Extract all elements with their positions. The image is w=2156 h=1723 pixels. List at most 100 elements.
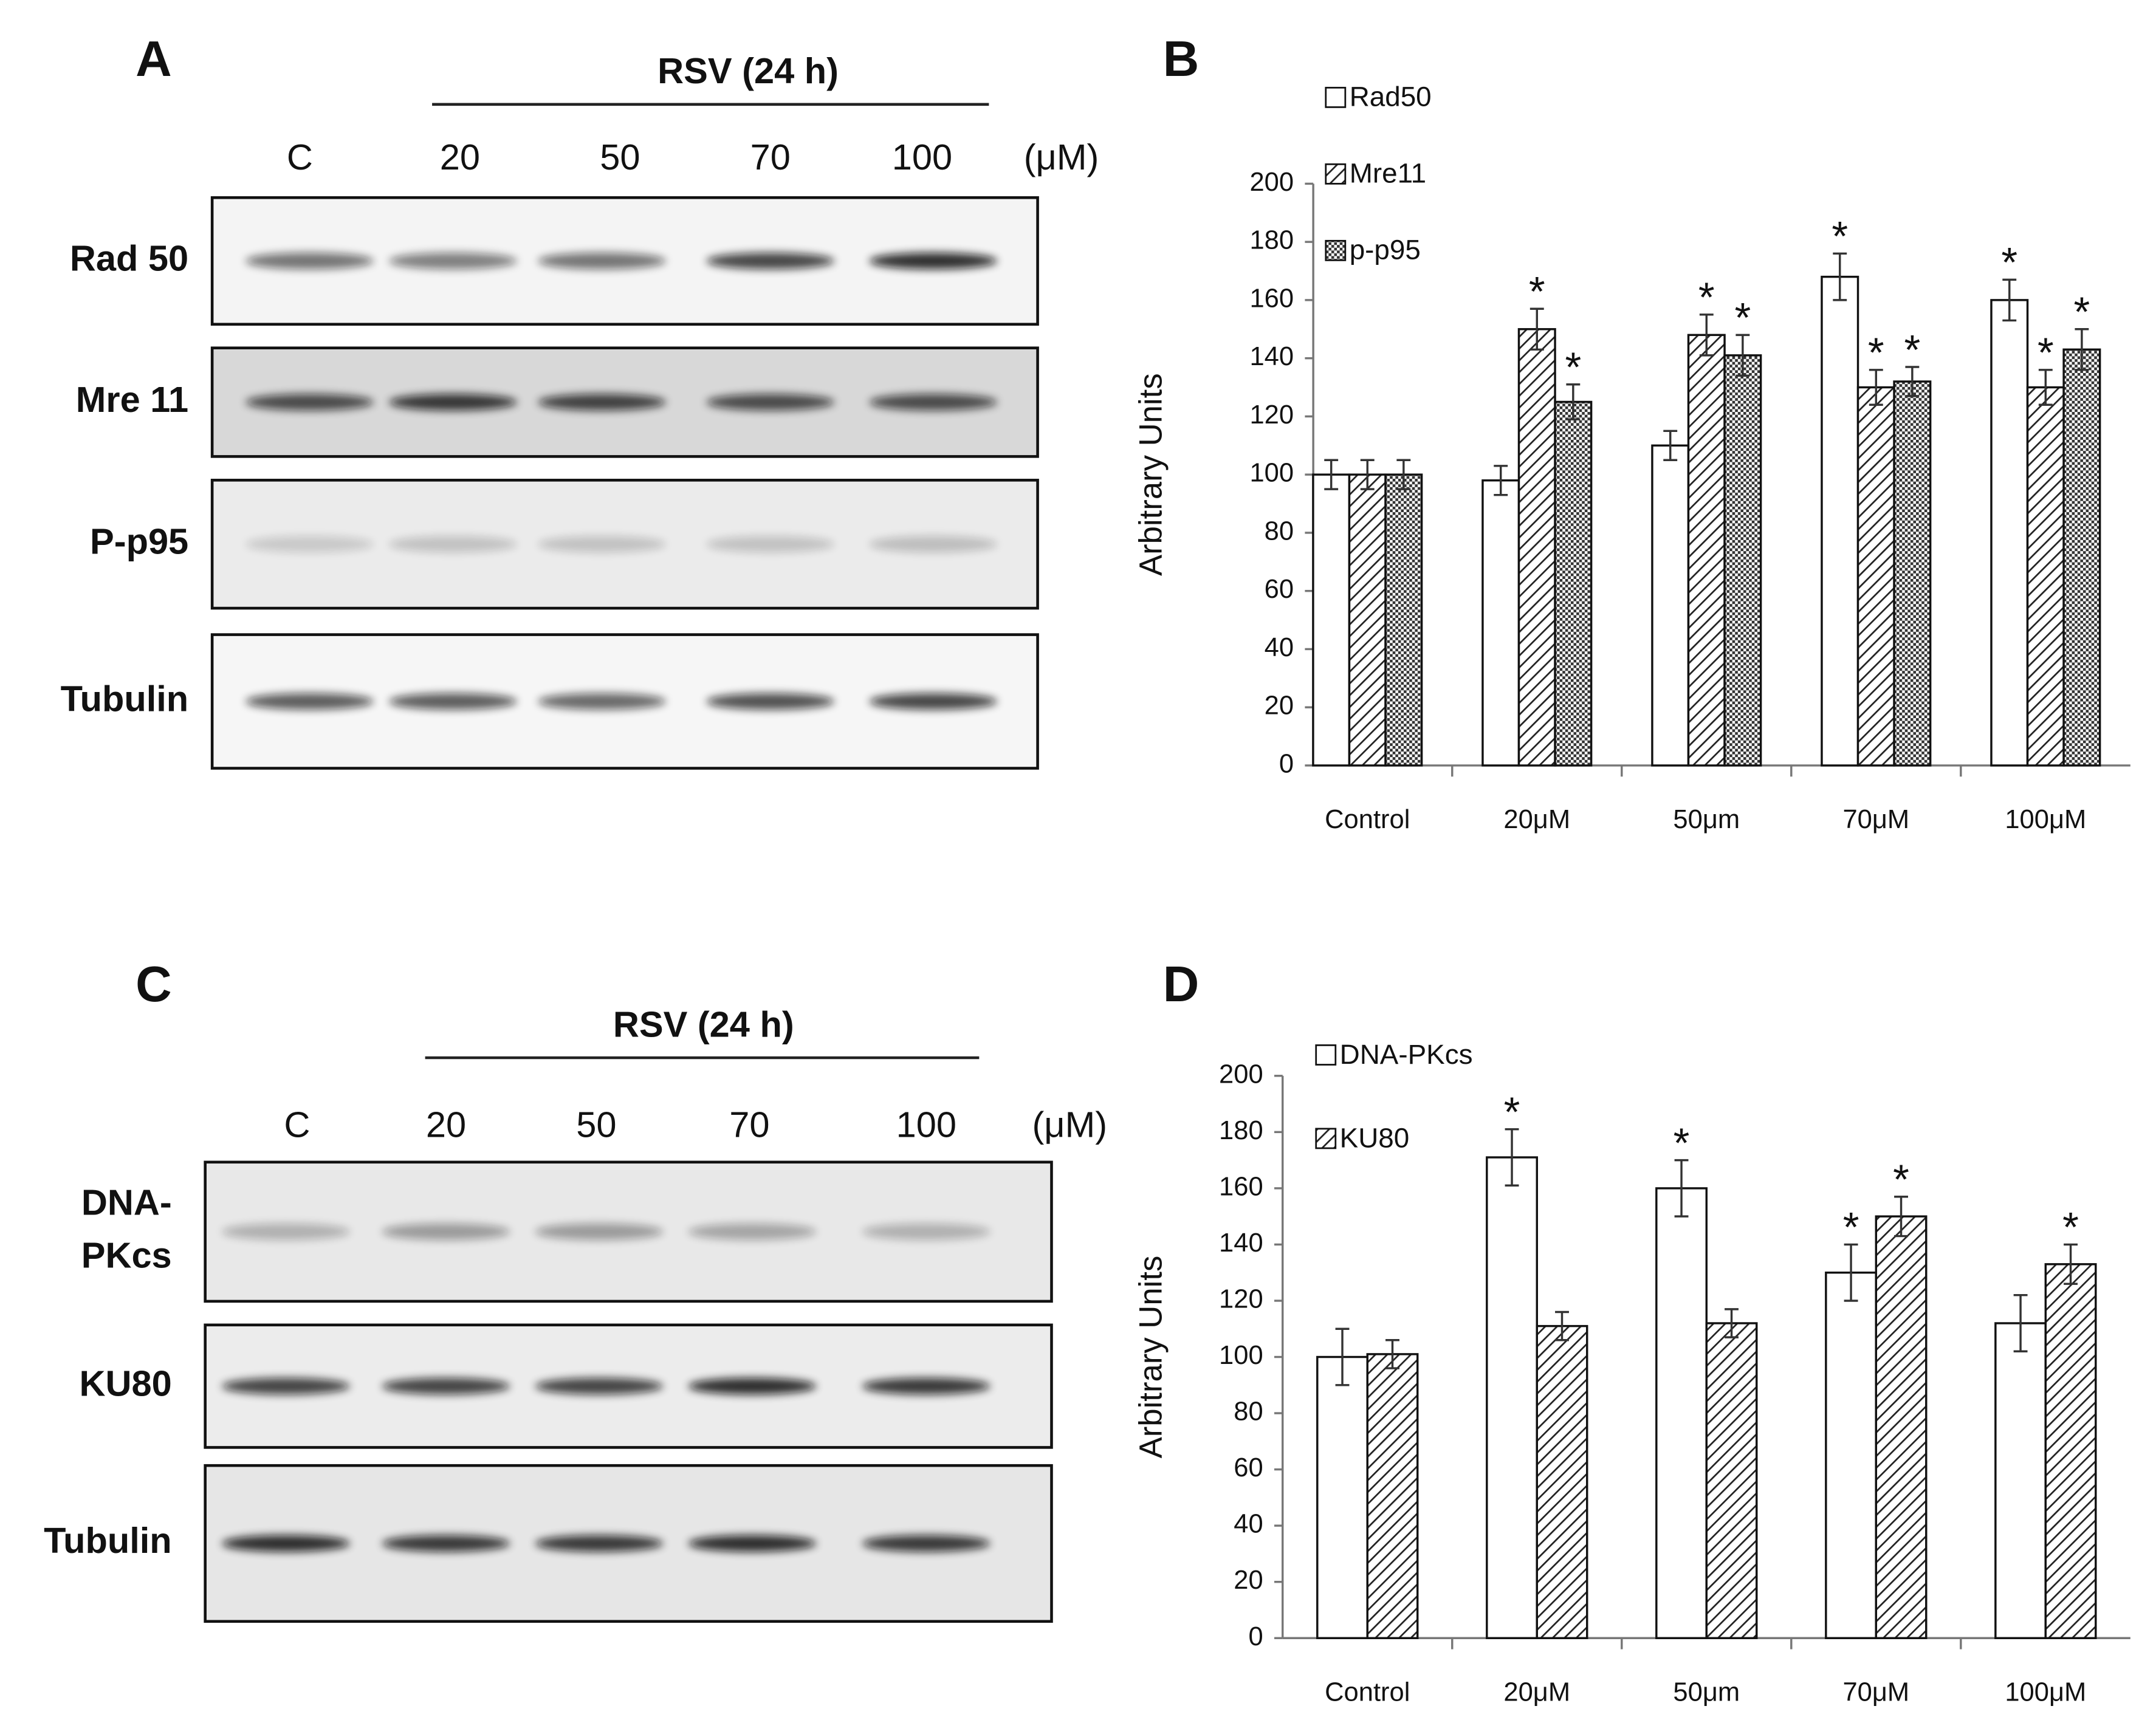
blot-band: [869, 394, 998, 411]
error-bar: [1324, 459, 1339, 490]
legend-label: KU80: [1340, 1122, 1410, 1153]
significance-mark: *: [1698, 274, 1715, 321]
error-bar: [1396, 459, 1411, 490]
bar: [1316, 1355, 1368, 1639]
blot-band: [382, 1535, 510, 1552]
unit-label: (μM): [1024, 137, 1099, 177]
y-tick-label: 200: [1219, 1060, 1263, 1089]
error-bar: [1529, 307, 1544, 351]
y-tick-label: 180: [1249, 226, 1294, 255]
blot-row-label: Tubulin: [61, 678, 189, 719]
legend-swatch: [1315, 1044, 1337, 1066]
x-tick-label: Control: [1325, 1677, 1410, 1707]
significance-mark: *: [2062, 1204, 2079, 1251]
y-axis-label: Arbitrary Units: [1133, 373, 1169, 576]
y-tick-label: 40: [1265, 633, 1294, 662]
y-tick-label: 0: [1248, 1622, 1263, 1651]
y-tick-label: 80: [1265, 516, 1294, 546]
y-tick-label: 0: [1279, 749, 1294, 778]
blot-row-label: Tubulin: [44, 1520, 172, 1561]
y-tick-label: 160: [1249, 284, 1294, 313]
lane-label: 100: [892, 137, 952, 177]
x-tick-label: 100μM: [2005, 1677, 2086, 1707]
lane-label: 70: [750, 137, 791, 177]
x-tick-label: 20μM: [1503, 1677, 1570, 1707]
x-tick-label: 20μM: [1503, 805, 1570, 834]
bar: [2062, 348, 2101, 767]
y-tick-label: 100: [1219, 1341, 1263, 1370]
bar: [1687, 334, 1726, 767]
blot-band: [389, 394, 517, 411]
blot-band: [538, 535, 666, 553]
blot-band: [389, 693, 517, 710]
x-tick-label: 70μM: [1842, 805, 1909, 834]
bar: [1536, 1324, 1588, 1639]
error-bar: [2002, 278, 2017, 322]
blot-band: [535, 1377, 664, 1395]
legend-label: Mre11: [1350, 158, 1426, 189]
significance-mark: *: [1565, 344, 1581, 391]
lane-label: 20: [426, 1104, 466, 1145]
blot-band: [862, 1223, 990, 1241]
bar: [1705, 1322, 1758, 1639]
significance-mark: *: [1868, 329, 1884, 376]
bar: [1825, 1271, 1878, 1639]
significance-mark: *: [2074, 289, 2090, 335]
lane-label: 70: [729, 1104, 769, 1145]
error-bar: [1833, 252, 1847, 301]
y-tick-label: 40: [1234, 1510, 1263, 1539]
bar: [1821, 275, 1859, 767]
error-bar: [2075, 328, 2089, 371]
legend-swatch: [1315, 1128, 1337, 1149]
significance-mark: *: [2001, 239, 2017, 286]
significance-mark: *: [2038, 329, 2054, 376]
error-bar: [1663, 430, 1678, 461]
error-bar: [1905, 366, 1920, 397]
legend-swatch: [1325, 163, 1347, 185]
significance-mark: *: [1832, 213, 1848, 260]
y-tick-label: 140: [1219, 1228, 1263, 1258]
significance-mark: *: [1504, 1089, 1520, 1136]
bar: [1348, 473, 1387, 767]
blot-band: [862, 1535, 990, 1552]
x-tick-label: 50μm: [1673, 1677, 1740, 1707]
lane-label: 20: [440, 137, 480, 177]
bar: [2044, 1263, 2097, 1639]
bar: [1723, 354, 1762, 767]
lane-label: C: [284, 1104, 310, 1145]
blot-band: [869, 252, 998, 270]
y-tick-label: 120: [1249, 400, 1294, 430]
blot-row-label: Mre 11: [76, 379, 188, 420]
blot-band: [688, 1377, 817, 1395]
blot-band: [706, 535, 835, 553]
significance-mark: *: [1893, 1156, 1909, 1203]
panel-letter: D: [1163, 956, 1200, 1012]
bar: [1384, 473, 1423, 767]
y-axis-label: Arbitrary Units: [1133, 1256, 1169, 1459]
error-bar: [1674, 1159, 1689, 1218]
y-tick-label: 160: [1219, 1172, 1263, 1201]
blot-band: [688, 1535, 817, 1552]
blot-row-label: P-p95: [90, 521, 188, 561]
y-tick-label: 20: [1265, 691, 1294, 721]
bar: [2026, 386, 2065, 767]
error-bar: [1385, 1339, 1399, 1369]
bar: [1875, 1215, 1928, 1639]
blot-band: [688, 1223, 817, 1241]
blot-band: [389, 535, 517, 553]
panel-letter: B: [1163, 31, 1200, 87]
x-tick-label: Control: [1325, 805, 1410, 834]
bar: [1312, 473, 1351, 767]
bar: [1366, 1353, 1419, 1639]
legend-swatch: [1325, 86, 1347, 108]
lane-label: 50: [576, 1104, 616, 1145]
significance-mark: *: [1529, 269, 1545, 315]
blot-band: [869, 535, 998, 553]
error-bar: [1494, 465, 1508, 496]
bar: [1517, 328, 1556, 767]
blot-band: [535, 1223, 664, 1241]
blot-row-label: PKcs: [81, 1235, 172, 1276]
bar: [1994, 1322, 2047, 1639]
figure-root: A B C D RSV (24 h) C 20 50 70 100 (μM) Rad 50 Mre 11…: [44, 31, 2130, 1707]
